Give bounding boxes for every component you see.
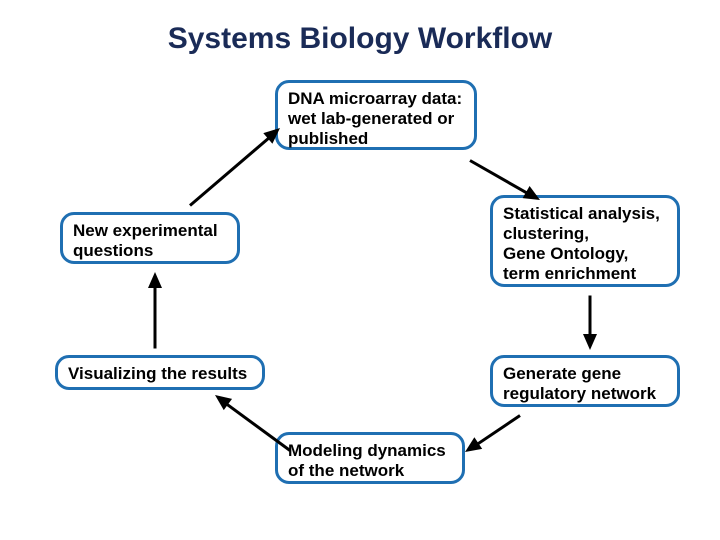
flow-node-label: Visualizing the results: [68, 364, 247, 384]
arrow-shaft-0: [469, 159, 532, 197]
flow-node-label: New experimental questions: [73, 221, 218, 261]
flow-node-stats: Statistical analysis, clustering, Gene O…: [490, 195, 680, 287]
flow-node-viz: Visualizing the results: [55, 355, 265, 390]
arrow-shaft-2: [472, 414, 521, 448]
page-title: Systems Biology Workflow: [0, 22, 720, 56]
arrow-shaft-5: [189, 133, 274, 206]
flow-node-label: Statistical analysis, clustering, Gene O…: [503, 204, 660, 284]
flow-node-label: Generate gene regulatory network: [503, 364, 656, 404]
flow-node-dna: DNA microarray data: wet lab-generated o…: [275, 80, 477, 150]
flow-node-label: DNA microarray data: wet lab-generated o…: [288, 89, 462, 149]
flow-node-model: Modeling dynamics of the network: [275, 432, 465, 484]
flow-node-label: Modeling dynamics of the network: [288, 441, 446, 481]
arrow-head-tri-1: [583, 334, 597, 350]
flow-node-newq: New experimental questions: [60, 212, 240, 264]
arrow-shaft-4: [154, 282, 157, 348]
diagram-stage: Systems Biology Workflow DNA microarray …: [0, 0, 720, 540]
arrow-head-tri-4: [148, 272, 162, 288]
arrow-shaft-3: [222, 399, 291, 451]
flow-node-gen: Generate gene regulatory network: [490, 355, 680, 407]
